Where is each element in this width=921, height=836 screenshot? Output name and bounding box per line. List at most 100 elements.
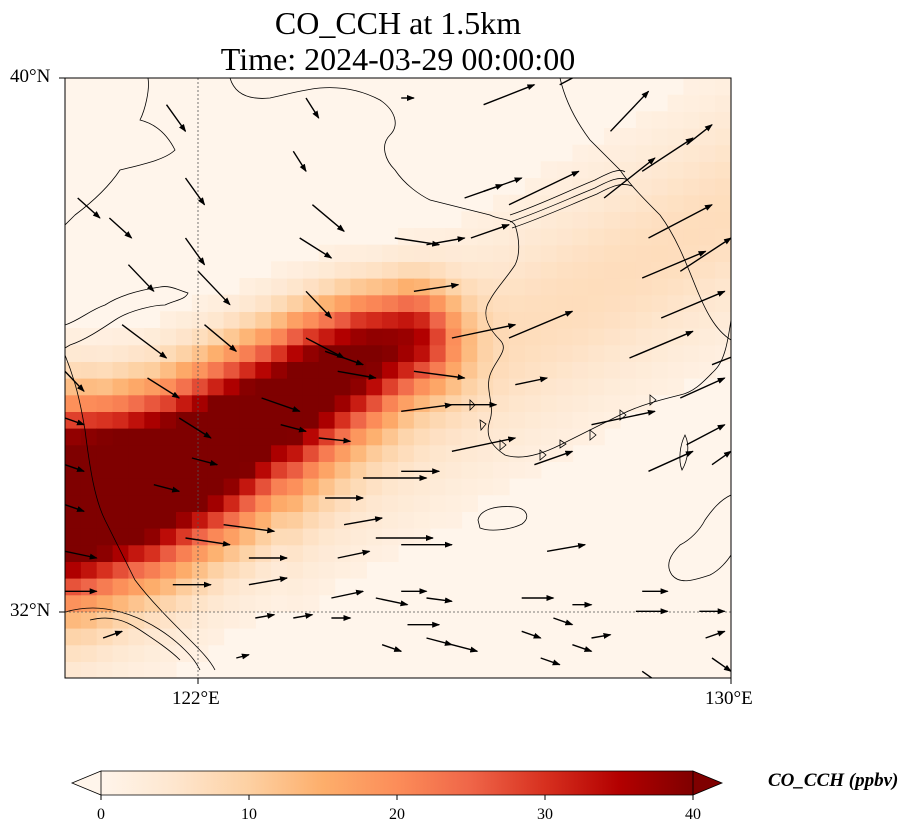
field-cell	[556, 378, 574, 396]
field-cell	[366, 528, 383, 546]
field-cell	[96, 411, 114, 429]
field-cell	[160, 561, 177, 579]
field-cell	[160, 461, 177, 479]
field-cell	[651, 161, 669, 179]
wind-arrow	[426, 597, 453, 604]
field-cell	[588, 411, 605, 429]
wind-arrow	[483, 177, 523, 192]
field-cell	[271, 361, 288, 379]
field-cell	[588, 394, 605, 412]
field-cell	[429, 394, 447, 412]
field-cell	[80, 361, 98, 379]
field-cell	[540, 194, 558, 212]
field-cell	[493, 411, 510, 429]
field-cell	[556, 244, 574, 262]
field-cell	[461, 211, 478, 229]
field-cell	[398, 444, 415, 462]
field-cell	[588, 311, 605, 329]
y-tick-label-32: 32°N	[10, 600, 51, 621]
field-cell	[588, 378, 605, 396]
field-cell	[318, 478, 336, 496]
field-cell	[540, 228, 558, 246]
field-cell	[144, 394, 161, 412]
field-cell	[413, 494, 431, 512]
field-cell	[509, 428, 526, 446]
field-cell	[302, 528, 320, 546]
field-cell	[620, 161, 637, 179]
wind-arrow	[311, 204, 345, 232]
field-cell	[287, 444, 304, 462]
field-cell	[604, 294, 621, 312]
field-cell	[96, 444, 114, 462]
field-cell	[302, 444, 320, 462]
field-cell	[572, 311, 589, 329]
field-cell	[429, 494, 447, 512]
field-cell	[699, 211, 716, 229]
field-cell	[620, 378, 637, 396]
field-cell	[160, 378, 177, 396]
field-cell	[207, 594, 225, 612]
field-cell	[382, 511, 399, 529]
wind-arrow	[603, 157, 656, 199]
wind-arrow	[680, 377, 726, 399]
field-cell	[651, 194, 669, 212]
field-cell	[366, 444, 383, 462]
field-cell	[588, 244, 605, 262]
coastline-korea-east	[559, 78, 731, 341]
field-cell	[239, 561, 256, 579]
field-cell	[318, 378, 336, 396]
coastline-shandong	[65, 286, 189, 349]
field-cell	[302, 394, 320, 412]
field-cell	[318, 328, 336, 346]
field-cell	[683, 144, 700, 162]
field-cell	[715, 144, 731, 162]
field-cell	[635, 328, 653, 346]
field-cell	[223, 478, 241, 496]
field-cell	[509, 228, 526, 246]
field-cell	[239, 511, 256, 529]
field-cell	[350, 311, 367, 329]
field-cell	[176, 578, 193, 596]
field-cell	[493, 244, 510, 262]
field-cell	[715, 111, 731, 129]
jeju-island	[477, 506, 528, 531]
field-cell	[287, 578, 304, 596]
field-cell	[493, 311, 510, 329]
colorbar-tick-label: 20	[389, 806, 405, 823]
field-cell	[493, 461, 510, 479]
field-cell	[128, 644, 145, 662]
field-cell	[223, 561, 241, 579]
field-cell	[255, 378, 272, 396]
field-cell	[271, 328, 288, 346]
field-cell	[445, 461, 463, 479]
field-cell	[350, 428, 367, 446]
wind-arrow	[293, 612, 314, 619]
field-cell	[334, 528, 352, 546]
field-cell	[223, 611, 241, 629]
field-cell	[160, 494, 177, 512]
field-cell	[683, 94, 700, 112]
field-cell	[350, 244, 367, 262]
field-cell	[350, 561, 367, 579]
field-cell	[65, 344, 82, 362]
wind-arrow	[197, 270, 231, 306]
field-cell	[207, 544, 225, 562]
field-cell	[461, 244, 478, 262]
field-cell	[699, 261, 716, 279]
field-cell	[334, 461, 352, 479]
field-cell	[239, 361, 256, 379]
field-cell	[160, 394, 177, 412]
field-cell	[334, 378, 352, 396]
field-cell	[366, 328, 383, 346]
field-cell	[572, 278, 589, 296]
field-cell	[80, 644, 98, 662]
field-cell	[112, 378, 130, 396]
field-cell	[318, 394, 336, 412]
field-cell	[413, 294, 431, 312]
wind-arrow	[178, 417, 212, 439]
field-cell	[683, 78, 700, 96]
wind-arrow	[521, 630, 542, 639]
wind-vectors	[65, 78, 731, 678]
field-cell	[65, 528, 82, 546]
field-cell	[588, 278, 605, 296]
